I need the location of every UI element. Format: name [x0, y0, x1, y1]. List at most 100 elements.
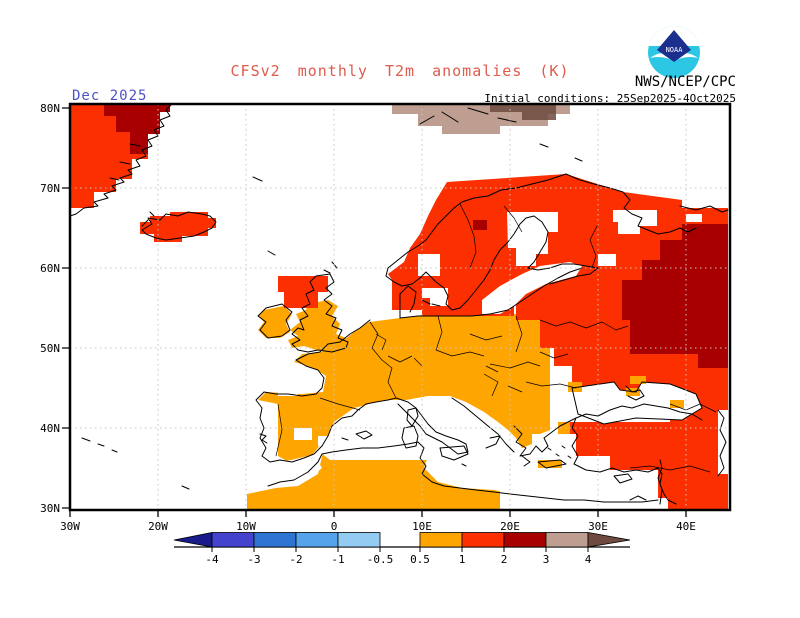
legend-value: 3	[543, 553, 550, 566]
legend-arrow-below-minus4	[173, 532, 213, 548]
anomaly-region-britain	[288, 300, 348, 350]
lat-label: 40N	[40, 422, 60, 435]
legend-value: 1	[459, 553, 466, 566]
anomaly-region-west-russia-core	[622, 224, 728, 368]
initial-conditions-label: Initial conditions: 25Sep2025-4Oct2025	[484, 92, 736, 105]
lon-label: 40E	[676, 520, 696, 533]
lat-label: 80N	[40, 102, 60, 115]
anomaly-region-north-africa	[247, 446, 660, 510]
lat-label: 30N	[40, 502, 60, 515]
fringe-cell-east-black-sea	[670, 400, 684, 408]
anomaly-region-ireland	[258, 306, 292, 338]
map-area	[68, 102, 732, 512]
anomaly-region-svalbard-extreme	[490, 104, 556, 120]
legend-box-minus3-minus2	[253, 532, 297, 548]
legend-box-minus4-minus3	[211, 532, 255, 548]
neutral-cell-arctic	[686, 214, 702, 222]
anomaly-regions-darkred	[104, 104, 728, 368]
coastline-svalbard	[419, 107, 583, 162]
fringe-cell-nw-black-sea	[568, 382, 582, 392]
lat-label: 50N	[40, 342, 60, 355]
lat-label: 60N	[40, 262, 60, 275]
border-segment	[275, 403, 283, 457]
lat-tick-marks	[62, 107, 70, 509]
anomaly-region-west-central-europe	[258, 314, 550, 461]
coastlines	[69, 103, 729, 505]
anomaly-cell-north-sweden	[473, 220, 487, 230]
lon-label: 10W	[236, 520, 256, 533]
legend-value: 4	[585, 553, 592, 566]
fringe-cell-azov	[630, 376, 646, 384]
coastline-adriatic-balkan	[451, 397, 515, 453]
legend-arrow-above-4	[587, 532, 631, 548]
legend-value: -0.5	[367, 553, 394, 566]
page-title: CFSv2 monthly T2m anomalies (K)	[230, 62, 570, 80]
axis-ticks	[62, 107, 687, 517]
legend-tick-marks	[211, 547, 589, 552]
coastline-greece-aegean	[513, 417, 577, 467]
noaa-logo-text: NOAA	[666, 46, 684, 54]
coastline-faroe-shetland	[267, 250, 338, 274]
coastline-italy	[395, 397, 501, 455]
coastline-north-africa	[267, 441, 659, 503]
coastline-greenland-fjords	[109, 143, 141, 181]
sea-caspian	[718, 410, 728, 474]
border-segment	[539, 319, 629, 331]
legend-value: 2	[501, 553, 508, 566]
agency-label: NWS/NCEP/CPC	[634, 74, 736, 90]
sea-alboran	[268, 458, 322, 482]
coastline-arctic-russia	[679, 205, 729, 213]
map-frame	[68, 102, 732, 512]
border-segment	[525, 381, 577, 389]
legend-box-2-3	[503, 532, 547, 548]
border-segment	[469, 333, 569, 373]
border-segment	[319, 397, 361, 411]
anomaly-region-greenland-core	[104, 104, 170, 154]
sea-white-sea	[613, 210, 657, 234]
legend-box-minus1-minus05	[337, 532, 381, 548]
coastline-azores-madeira	[81, 437, 190, 490]
coastline-kola-whitesea	[565, 173, 697, 235]
sea-black-sea	[572, 382, 702, 424]
anomaly-region-iceland	[140, 212, 216, 242]
border-segment	[669, 403, 717, 413]
legend-value-labels: -4 -3 -2 -1 -0.5 0.5 1 2 3 4	[205, 553, 591, 566]
coastline-denmark	[399, 285, 441, 319]
coastline-greenland	[69, 103, 173, 217]
border-segment	[483, 373, 523, 397]
coastline-ireland	[257, 303, 293, 339]
legend-value: -3	[247, 553, 260, 566]
coastline-levant	[657, 459, 663, 505]
sea-kattegat	[422, 288, 448, 306]
coastline-norway-baltic	[385, 173, 599, 311]
legend-box-minus2-minus1	[295, 532, 339, 548]
noaa-logo: NOAA	[648, 26, 700, 78]
lon-label: 10E	[412, 520, 432, 533]
coastline-france-iberia	[255, 319, 397, 463]
lon-label: 30W	[60, 520, 80, 533]
lon-label: 0	[331, 520, 338, 533]
border-segment	[369, 321, 397, 399]
legend-value: -4	[205, 553, 219, 566]
legend-box-3-4	[545, 532, 589, 548]
neutral-cell-spain-1	[294, 428, 312, 440]
lon-tick-marks	[69, 510, 687, 517]
coastline-south-baltic	[399, 267, 599, 319]
border-segment	[459, 203, 599, 269]
legend-value: -1	[331, 553, 344, 566]
coastline-med-islands	[341, 407, 633, 484]
border-segment	[629, 465, 711, 473]
country-borders	[275, 203, 717, 473]
sea-baltic	[482, 262, 582, 314]
legend-colorbar: -4 -3 -2 -1 -0.5 0.5 1 2 3 4	[173, 532, 631, 566]
sea-east-mediterranean	[500, 456, 668, 510]
lat-label: 70N	[40, 182, 60, 195]
anomaly-region-turkey-mideast	[570, 390, 728, 510]
coastline-lisbon	[259, 433, 268, 444]
border-segment	[489, 361, 541, 369]
neutral-cell-brittany	[278, 380, 298, 396]
sea-gulf-of-bothnia	[507, 212, 558, 266]
lon-label: 30E	[588, 520, 608, 533]
legend-box-1-2	[461, 532, 505, 548]
